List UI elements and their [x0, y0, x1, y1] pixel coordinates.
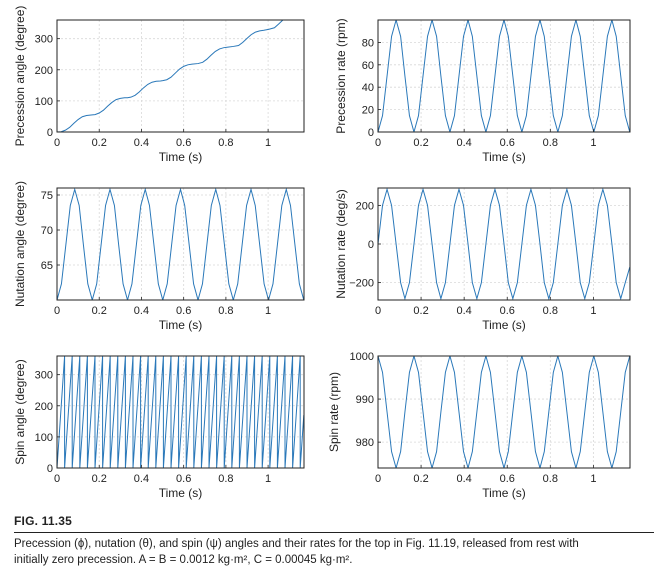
precession-angle-y-axis-label: Precession angle (degree)	[13, 6, 27, 147]
spin-angle-x-tick-label: 0.6	[176, 473, 191, 485]
precession-angle-axes-box	[56, 19, 305, 133]
nutation-angle-y-tick-label: 65	[41, 260, 53, 272]
precession-rate-y-axis-label: Precession rate (rpm)	[334, 18, 348, 133]
precession-angle-x-tick-label: 0.4	[134, 137, 149, 149]
figure-caption: Precession (ϕ), nutation (θ), and spin (…	[14, 536, 654, 568]
nutation-angle-x-tick-label: 0.8	[218, 305, 233, 317]
precession-rate-x-tick-label: 1	[590, 137, 596, 149]
caption-line-2: initially zero precession. A = B = 0.001…	[14, 554, 353, 566]
precession-angle-x-tick-label: 0.8	[218, 137, 233, 149]
precession-angle-y-tick-label: 100	[35, 96, 53, 108]
precession-rate-y-tick-label: 40	[362, 82, 374, 94]
nutation-angle-x-tick-label: 0.6	[176, 305, 191, 317]
spin-angle-x-tick-label: 1	[265, 473, 271, 485]
nutation-rate-series-line	[378, 188, 630, 300]
nutation-angle-chart: 0 0.2 0.4 0.6 0.8 1 65 70 75 Time (s) Nutation ang…	[13, 181, 305, 332]
nutation-rate-x-tick-label: 0.8	[543, 305, 558, 317]
nutation-angle-y-tick-label: 70	[41, 225, 53, 237]
nutation-rate-x-tick-label: 0.6	[500, 305, 515, 317]
nutation-angle-x-tick-label: 0	[54, 305, 60, 317]
precession-rate-x-tick-label: 0.6	[500, 137, 515, 149]
precession-angle-x-tick-label: 1	[265, 137, 271, 149]
nutation-rate-x-axis-label: Time (s)	[482, 318, 526, 332]
nutation-angle-y-tick-label: 75	[41, 190, 53, 202]
nutation-rate-y-tick-label: 0	[368, 239, 374, 251]
nutation-rate-y-axis-label: Nutation rate (deg/s)	[334, 189, 348, 298]
spin-rate-axes-box	[377, 355, 631, 469]
precession-angle-x-tick-label: 0.2	[92, 137, 107, 149]
precession-rate-x-tick-label: 0.8	[543, 137, 558, 149]
spin-angle-y-tick-label: 0	[47, 463, 53, 475]
spin-angle-axes-box	[56, 355, 305, 469]
precession-rate-x-tick-label: 0.4	[457, 137, 472, 149]
precession-angle-x-tick-label: 0	[54, 137, 60, 149]
precession-rate-x-tick-label: 0.2	[413, 137, 428, 149]
spin-rate-x-tick-label: 0	[375, 473, 381, 485]
nutation-angle-series-line	[57, 188, 304, 300]
spin-angle-series-line	[57, 356, 304, 468]
figure: 0 0.2 0.4 0.6 0.8 1 0 100 200 300 Time (s) Precessi…	[13, 6, 631, 500]
spin-rate-y-axis-label: Spin rate (rpm)	[327, 372, 341, 452]
precession-rate-chart: 0 0.2 0.4 0.6 0.8 1 0 20 40 60 80 Time (s) Precessio…	[334, 18, 631, 164]
nutation-angle-axes-box	[56, 187, 305, 301]
spin-angle-x-tick-label: 0.2	[92, 473, 107, 485]
nutation-rate-chart: 0 0.2 0.4 0.6 0.8 1 −200 0 200 Time (s) Nutation r…	[334, 187, 631, 332]
precession-angle-x-tick-label: 0.6	[176, 137, 191, 149]
spin-angle-x-tick-label: 0.4	[134, 473, 149, 485]
nutation-rate-x-tick-label: 0.2	[413, 305, 428, 317]
spin-angle-y-tick-label: 300	[35, 370, 53, 382]
spin-rate-x-tick-label: 0.2	[413, 473, 428, 485]
spin-rate-y-tick-label: 990	[356, 394, 374, 406]
spin-angle-x-axis-label: Time (s)	[159, 486, 203, 500]
nutation-rate-x-tick-label: 0	[375, 305, 381, 317]
precession-angle-x-axis-label: Time (s)	[159, 150, 203, 164]
spin-rate-series-line	[378, 356, 630, 468]
precession-rate-y-tick-label: 80	[362, 37, 374, 49]
figure-label: FIG. 11.35	[14, 514, 73, 528]
spin-angle-x-tick-label: 0	[54, 473, 60, 485]
nutation-rate-x-tick-label: 0.4	[457, 305, 472, 317]
spin-angle-chart: 0 0.2 0.4 0.6 0.8 1 0 100 200 300 Time (s) Spin ang…	[13, 355, 305, 500]
precession-rate-y-tick-label: 0	[368, 127, 374, 139]
spin-angle-y-tick-label: 100	[35, 432, 53, 444]
spin-rate-y-tick-label: 980	[356, 437, 374, 449]
nutation-rate-x-tick-label: 1	[590, 305, 596, 317]
precession-rate-axes-box	[377, 19, 631, 133]
spin-angle-y-tick-label: 200	[35, 401, 53, 413]
spin-rate-x-tick-label: 0.6	[500, 473, 515, 485]
spin-angle-x-tick-label: 0.8	[218, 473, 233, 485]
nutation-angle-x-tick-label: 0.4	[134, 305, 149, 317]
nutation-angle-x-tick-label: 1	[265, 305, 271, 317]
spin-angle-y-axis-label: Spin angle (degree)	[13, 359, 27, 464]
precession-angle-chart: 0 0.2 0.4 0.6 0.8 1 0 100 200 300 Time (s) Precessi…	[13, 6, 305, 164]
precession-angle-y-tick-label: 300	[35, 34, 53, 46]
spin-rate-x-tick-label: 0.4	[457, 473, 472, 485]
spin-rate-x-tick-label: 1	[590, 473, 596, 485]
precession-rate-series-line	[378, 20, 630, 132]
nutation-rate-y-tick-label: −200	[349, 278, 374, 290]
nutation-angle-x-tick-label: 0.2	[92, 305, 107, 317]
spin-rate-y-tick-label: 1000	[350, 351, 374, 363]
spin-rate-x-tick-label: 0.8	[543, 473, 558, 485]
precession-rate-y-tick-label: 60	[362, 60, 374, 72]
spin-rate-x-axis-label: Time (s)	[482, 486, 526, 500]
precession-rate-x-tick-label: 0	[375, 137, 381, 149]
precession-angle-y-tick-label: 200	[35, 65, 53, 77]
caption-divider	[14, 532, 654, 533]
nutation-rate-y-tick-label: 200	[356, 200, 374, 212]
spin-rate-chart: 0 0.2 0.4 0.6 0.8 1 980 990 1000 Time (s) Spin rat…	[327, 351, 631, 500]
precession-rate-y-tick-label: 20	[362, 105, 374, 117]
caption-line-1: Precession (ϕ), nutation (θ), and spin (…	[14, 538, 579, 550]
nutation-angle-x-axis-label: Time (s)	[159, 318, 203, 332]
precession-angle-series-line	[57, 20, 304, 132]
precession-angle-y-tick-label: 0	[47, 127, 53, 139]
nutation-angle-y-axis-label: Nutation angle (degree)	[13, 181, 27, 307]
precession-rate-x-axis-label: Time (s)	[482, 150, 526, 164]
